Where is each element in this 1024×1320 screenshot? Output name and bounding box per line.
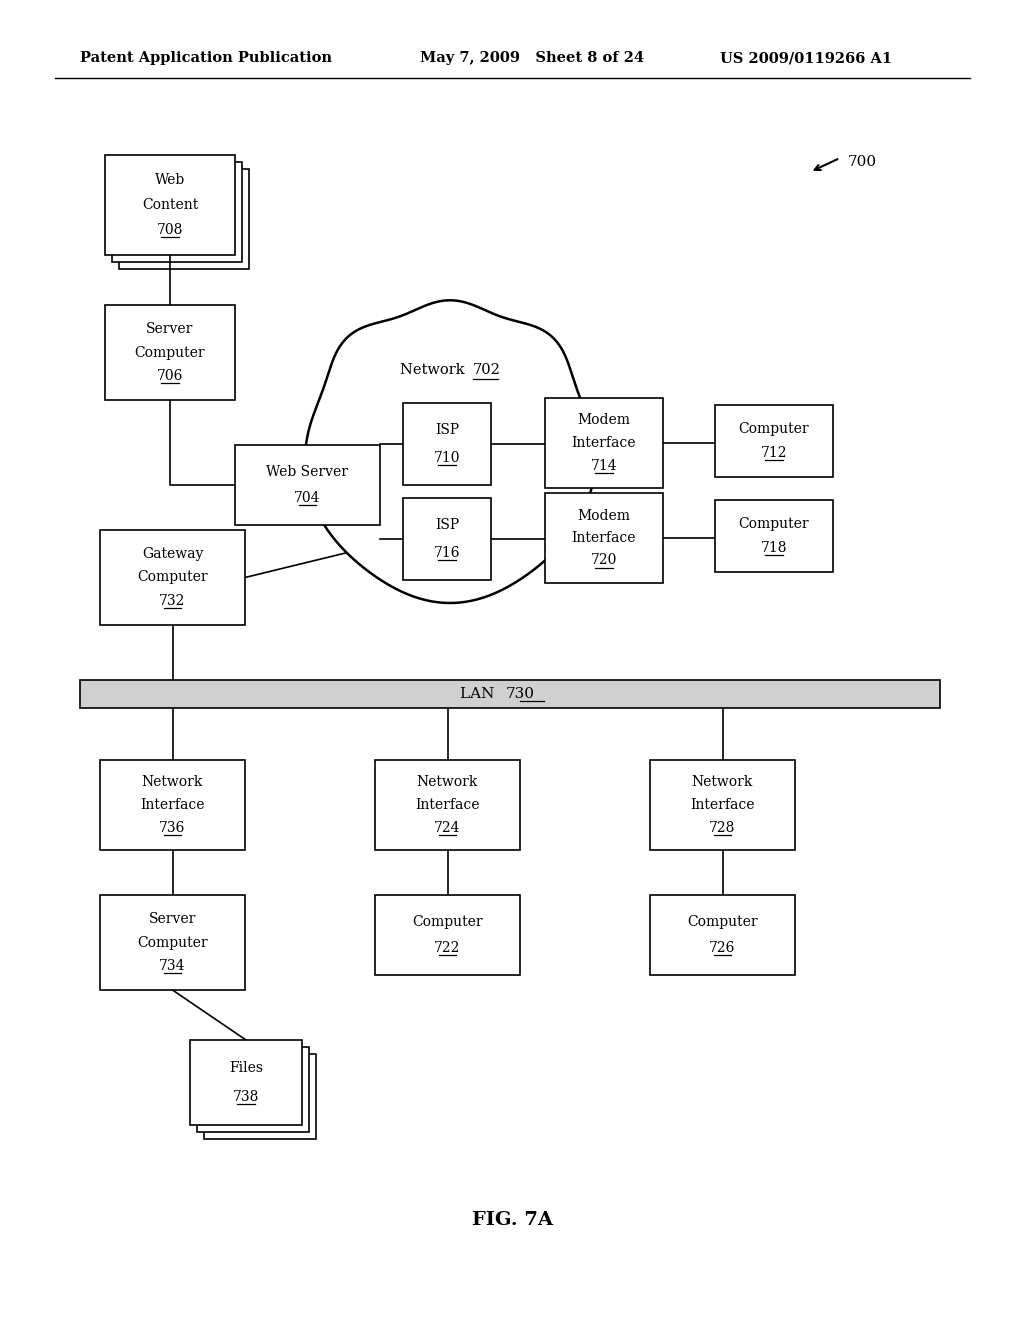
Text: Interface: Interface: [571, 436, 636, 450]
Text: 722: 722: [434, 941, 461, 956]
Text: 710: 710: [434, 450, 460, 465]
Text: 714: 714: [591, 458, 617, 473]
Bar: [403, 403, 490, 484]
Bar: [650, 895, 795, 975]
Text: Server: Server: [146, 322, 194, 335]
Bar: [375, 760, 520, 850]
Bar: [715, 500, 833, 572]
Text: Web Server: Web Server: [266, 465, 348, 479]
Text: US 2009/0119266 A1: US 2009/0119266 A1: [720, 51, 892, 65]
Text: May 7, 2009   Sheet 8 of 24: May 7, 2009 Sheet 8 of 24: [420, 51, 644, 65]
Text: 716: 716: [434, 545, 460, 560]
Text: 724: 724: [434, 821, 461, 834]
Bar: [650, 760, 795, 850]
Bar: [100, 760, 245, 850]
Text: Content: Content: [142, 198, 198, 213]
Text: 736: 736: [160, 821, 185, 834]
Text: Server: Server: [148, 912, 197, 925]
Bar: [545, 492, 663, 583]
Text: 712: 712: [761, 446, 787, 459]
Bar: [105, 154, 234, 255]
Text: Computer: Computer: [137, 570, 208, 585]
Bar: [715, 405, 833, 477]
Text: Interface: Interface: [140, 799, 205, 812]
Text: 732: 732: [160, 594, 185, 609]
Bar: [100, 531, 245, 624]
Text: Interface: Interface: [416, 799, 480, 812]
Bar: [204, 1053, 316, 1139]
Bar: [105, 305, 234, 400]
Bar: [112, 162, 242, 261]
Bar: [80, 680, 940, 708]
Text: ISP: ISP: [435, 519, 459, 532]
Text: ISP: ISP: [435, 424, 459, 437]
Text: Computer: Computer: [738, 517, 809, 531]
Text: Computer: Computer: [137, 936, 208, 949]
Text: Modem: Modem: [578, 508, 631, 523]
Text: Computer: Computer: [738, 422, 809, 436]
Text: 708: 708: [157, 223, 183, 238]
Text: Modem: Modem: [578, 413, 631, 428]
Text: Network: Network: [400, 363, 469, 378]
Text: Computer: Computer: [413, 915, 482, 929]
Text: 728: 728: [710, 821, 735, 834]
Text: FIG. 7A: FIG. 7A: [471, 1210, 553, 1229]
Bar: [375, 895, 520, 975]
Text: Gateway: Gateway: [141, 546, 203, 561]
Text: 702: 702: [473, 363, 501, 378]
Text: 718: 718: [761, 541, 787, 554]
Text: Files: Files: [229, 1061, 263, 1076]
Text: 720: 720: [591, 553, 617, 568]
Text: LAN: LAN: [461, 686, 500, 701]
Text: Computer: Computer: [135, 346, 206, 359]
Bar: [545, 399, 663, 488]
Text: Interface: Interface: [690, 799, 755, 812]
Text: Web: Web: [155, 173, 185, 187]
Bar: [190, 1040, 302, 1125]
Text: Network: Network: [417, 776, 478, 789]
Text: Interface: Interface: [571, 531, 636, 545]
Bar: [100, 895, 245, 990]
Text: 734: 734: [160, 960, 185, 973]
Text: 730: 730: [506, 686, 535, 701]
Text: Network: Network: [692, 776, 754, 789]
Bar: [119, 169, 249, 269]
Text: Computer: Computer: [687, 915, 758, 929]
Bar: [197, 1047, 309, 1133]
Text: 738: 738: [232, 1090, 259, 1104]
Polygon shape: [305, 300, 595, 603]
Text: 700: 700: [848, 154, 878, 169]
Bar: [403, 498, 490, 579]
Bar: [234, 445, 380, 525]
Text: Patent Application Publication: Patent Application Publication: [80, 51, 332, 65]
Text: 726: 726: [710, 941, 735, 956]
Text: 704: 704: [294, 491, 321, 506]
Text: Network: Network: [141, 776, 203, 789]
Text: 706: 706: [157, 370, 183, 383]
